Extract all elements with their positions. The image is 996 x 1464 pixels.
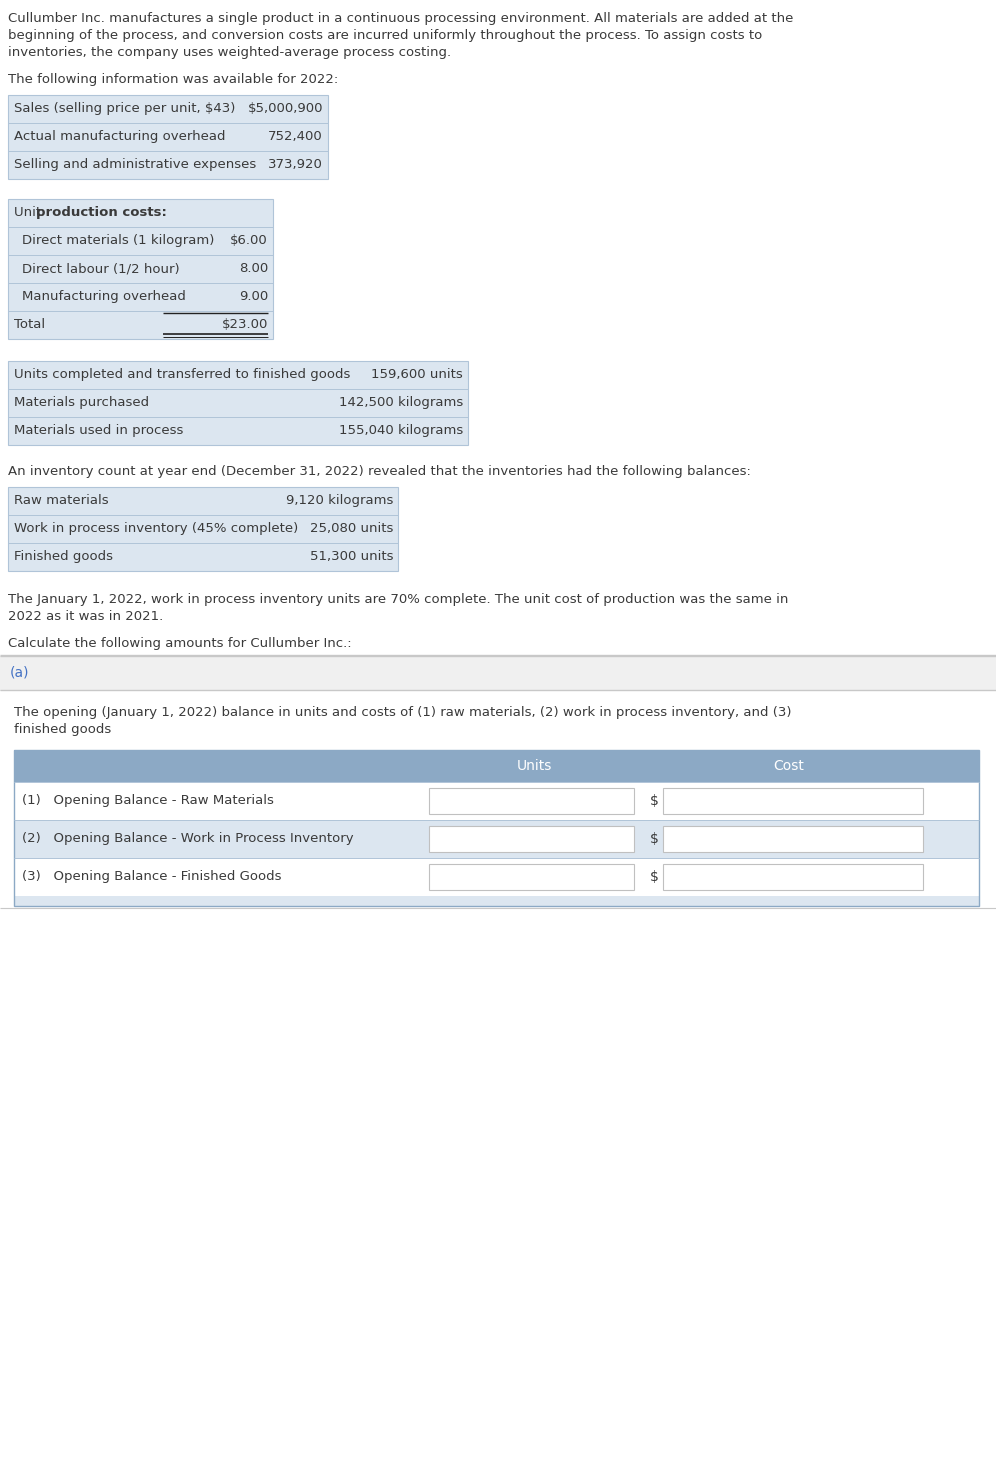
Text: 159,600 units: 159,600 units	[372, 367, 463, 381]
Bar	[14, 858, 979, 896]
Text: $5,000,900: $5,000,900	[247, 102, 323, 116]
Bar	[8, 417, 468, 445]
Text: beginning of the process, and conversion costs are incurred uniformly throughout: beginning of the process, and conversion…	[8, 29, 762, 42]
Bar	[8, 389, 468, 417]
Text: $6.00: $6.00	[230, 234, 268, 247]
Bar	[8, 488, 398, 571]
Bar	[8, 199, 273, 340]
Text: $: $	[650, 793, 659, 808]
Text: Direct materials (1 kilogram): Direct materials (1 kilogram)	[22, 234, 214, 247]
Bar	[8, 310, 273, 340]
Text: (1)   Opening Balance - Raw Materials: (1) Opening Balance - Raw Materials	[22, 793, 274, 807]
Bar	[14, 820, 979, 858]
Text: 8.00: 8.00	[239, 262, 268, 275]
Bar	[663, 864, 923, 890]
Bar	[429, 864, 634, 890]
Bar	[14, 896, 979, 906]
Bar	[0, 656, 996, 690]
Bar	[663, 788, 923, 814]
Bar	[8, 515, 398, 543]
Text: Units completed and transferred to finished goods: Units completed and transferred to finis…	[14, 367, 351, 381]
Text: Cullumber Inc. manufactures a single product in a continuous processing environm: Cullumber Inc. manufactures a single pro…	[8, 12, 794, 25]
Bar	[14, 750, 979, 782]
Bar	[429, 826, 634, 852]
Text: Units: Units	[516, 758, 552, 773]
Bar	[0, 690, 996, 1190]
Text: The January 1, 2022, work in process inventory units are 70% complete. The unit : The January 1, 2022, work in process inv…	[8, 593, 789, 606]
Text: 25,080 units: 25,080 units	[310, 523, 393, 534]
Text: finished goods: finished goods	[14, 723, 112, 736]
Text: Unit: Unit	[14, 206, 46, 220]
Text: Selling and administrative expenses: Selling and administrative expenses	[14, 158, 256, 171]
Text: 2022 as it was in 2021.: 2022 as it was in 2021.	[8, 610, 163, 624]
Bar	[8, 227, 273, 255]
Text: 373,920: 373,920	[268, 158, 323, 171]
Text: Direct labour (1/2 hour): Direct labour (1/2 hour)	[22, 262, 179, 275]
Text: Manufacturing overhead: Manufacturing overhead	[22, 290, 186, 303]
Text: 155,040 kilograms: 155,040 kilograms	[339, 425, 463, 436]
Bar	[8, 488, 398, 515]
Bar	[8, 123, 328, 151]
Bar	[8, 362, 468, 389]
Bar	[8, 95, 328, 123]
Bar	[8, 199, 273, 227]
Bar	[14, 782, 979, 820]
Text: 9,120 kilograms: 9,120 kilograms	[286, 493, 393, 507]
Text: 51,300 units: 51,300 units	[310, 550, 393, 564]
Text: (3)   Opening Balance - Finished Goods: (3) Opening Balance - Finished Goods	[22, 870, 282, 883]
Text: $: $	[650, 870, 659, 884]
Text: Total: Total	[14, 318, 45, 331]
Text: inventories, the company uses weighted-average process costing.: inventories, the company uses weighted-a…	[8, 45, 451, 59]
Bar	[14, 750, 979, 906]
Text: 9.00: 9.00	[239, 290, 268, 303]
Text: Work in process inventory (45% complete): Work in process inventory (45% complete)	[14, 523, 298, 534]
Bar	[8, 95, 328, 179]
Text: Materials purchased: Materials purchased	[14, 395, 149, 408]
Text: Sales (selling price per unit, $43): Sales (selling price per unit, $43)	[14, 102, 235, 116]
Text: $: $	[650, 832, 659, 846]
Text: 752,400: 752,400	[268, 130, 323, 143]
Bar	[8, 151, 328, 179]
Text: production costs:: production costs:	[36, 206, 167, 220]
Text: (2)   Opening Balance - Work in Process Inventory: (2) Opening Balance - Work in Process In…	[22, 832, 354, 845]
Bar	[8, 255, 273, 283]
Bar	[429, 788, 634, 814]
Bar	[8, 362, 468, 445]
Bar	[8, 283, 273, 310]
Bar	[663, 826, 923, 852]
Text: The opening (January 1, 2022) balance in units and costs of (1) raw materials, (: The opening (January 1, 2022) balance in…	[14, 706, 792, 719]
Text: $23.00: $23.00	[222, 318, 268, 331]
Text: Raw materials: Raw materials	[14, 493, 109, 507]
Text: Materials used in process: Materials used in process	[14, 425, 183, 436]
Text: 142,500 kilograms: 142,500 kilograms	[339, 395, 463, 408]
Text: An inventory count at year end (December 31, 2022) revealed that the inventories: An inventory count at year end (December…	[8, 466, 751, 479]
Text: Actual manufacturing overhead: Actual manufacturing overhead	[14, 130, 225, 143]
Text: The following information was available for 2022:: The following information was available …	[8, 73, 339, 86]
Text: Finished goods: Finished goods	[14, 550, 113, 564]
Text: Calculate the following amounts for Cullumber Inc.:: Calculate the following amounts for Cull…	[8, 637, 352, 650]
Text: (a): (a)	[10, 666, 30, 679]
Bar	[8, 543, 398, 571]
Text: Cost: Cost	[774, 758, 805, 773]
